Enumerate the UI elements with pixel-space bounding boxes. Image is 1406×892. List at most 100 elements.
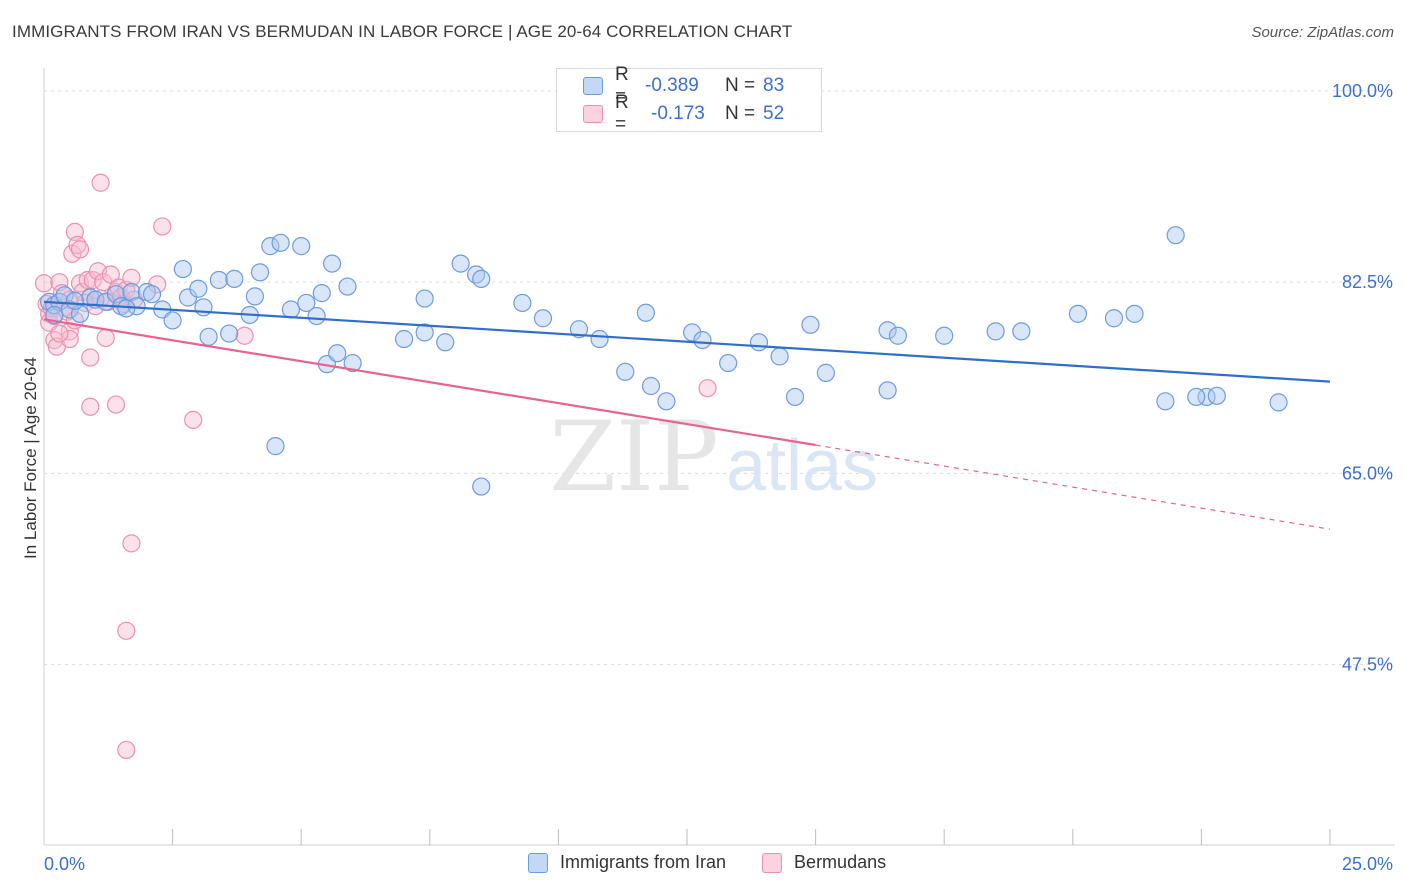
bermudan-point (81, 348, 100, 367)
iran-point (328, 344, 347, 363)
legend-row-bermudan: R = -0.173 N = 52 (583, 92, 785, 135)
bermudan-point (122, 268, 141, 287)
iran-point (261, 237, 280, 256)
bermudan-legend-label: Bermudans (794, 852, 887, 872)
y-axis-label: In Labor Force | Age 20-64 (21, 357, 40, 559)
bermudan-point (91, 173, 110, 192)
bermudan-trend-line (43, 318, 816, 447)
iran-point (194, 298, 213, 317)
iran-point (65, 291, 84, 310)
y-tick-label: 82.5% (1342, 272, 1393, 292)
iran-point (266, 437, 285, 456)
legend-row-iran: R = -0.389 N = 83 (583, 64, 785, 107)
bermudan-swatch (583, 105, 603, 123)
n-label: N = (725, 75, 756, 96)
trend-lines (43, 300, 1331, 530)
r-value: -0.389 (645, 75, 699, 96)
iran-point (683, 323, 702, 342)
iran-point (106, 285, 126, 304)
iran-point (415, 323, 434, 342)
iran-point (878, 381, 897, 400)
iran-point (1104, 309, 1124, 328)
y-tick-label: 47.5% (1342, 655, 1393, 675)
iran-legend-swatch (528, 852, 548, 873)
iran-point (209, 270, 228, 290)
iran-point (719, 353, 738, 373)
iran-point (292, 237, 311, 256)
iran-point (271, 233, 290, 252)
iran-trend-line (43, 300, 1331, 383)
iran-point (770, 347, 789, 366)
bermudan-point (60, 329, 79, 349)
axes (43, 68, 1395, 846)
bermudan-point (184, 410, 203, 429)
iran-point (220, 324, 239, 343)
iran-point (1187, 387, 1206, 407)
iran-point (312, 284, 331, 303)
bermudan-point (50, 324, 69, 343)
bermudan-legend-swatch (762, 852, 783, 873)
iran-point (1269, 393, 1288, 412)
correlation-legend: R = -0.389 N = 83 R = -0.173 N = 52 (556, 64, 822, 135)
iran-point (513, 293, 532, 313)
iran-point (343, 353, 362, 373)
iran-point (590, 329, 609, 349)
n-value: 52 (763, 103, 785, 124)
bermudan-point (81, 397, 100, 416)
iran-point (1156, 392, 1175, 411)
iran-point (245, 287, 265, 306)
source-label: Source: ZipAtlas.com (1251, 24, 1394, 41)
iran-point (785, 387, 805, 407)
watermark-atlas: atlas (726, 426, 878, 506)
bermudan-point (117, 621, 136, 640)
bermudan-point (70, 240, 90, 259)
bermudan-point (96, 328, 115, 348)
iran-point (1125, 304, 1144, 323)
iran-point (436, 333, 455, 352)
iran-point (173, 259, 192, 279)
watermark-zip: ZIP (549, 401, 718, 513)
iran-point (935, 326, 954, 345)
iran-point (250, 263, 270, 282)
iran-point (641, 376, 661, 396)
iran-point (816, 363, 835, 382)
iran-legend-label: Immigrants from Iran (560, 852, 727, 872)
r-value: -0.173 (651, 103, 705, 124)
iran-point (616, 362, 635, 381)
iran-point (225, 269, 244, 288)
bermudan-point (698, 379, 717, 398)
bermudan-point (235, 326, 254, 345)
iran-point (1207, 386, 1226, 405)
iran-point (569, 320, 589, 339)
iran-point (657, 392, 676, 411)
legend-item-iran: Immigrants from Iran (528, 852, 726, 873)
iran-point (636, 303, 655, 322)
iran-point (1068, 304, 1088, 323)
iran-point (322, 254, 342, 273)
iran-point (533, 309, 553, 328)
iran-point (1012, 322, 1031, 341)
tick-labels: 47.5% 65.0% 82.5% 100.0% 0.0% 25.0% (44, 81, 1393, 874)
iran-point (986, 322, 1005, 341)
iran-point (801, 315, 820, 334)
iran-point (472, 477, 491, 496)
bermudan-point (153, 217, 172, 236)
iran-point (451, 254, 470, 273)
iran-point (394, 329, 414, 349)
iran-point (888, 326, 908, 345)
chart-title: IMMIGRANTS FROM IRAN VS BERMUDAN IN LABO… (12, 22, 793, 41)
iran-point (338, 277, 357, 296)
iran-point (472, 269, 491, 288)
iran-point (163, 311, 182, 330)
legend-item-bermudan: Bermudans (762, 852, 886, 873)
iran-point (297, 293, 316, 313)
iran-point (199, 327, 218, 346)
watermark: ZIP atlas (549, 401, 878, 513)
n-value: 83 (763, 75, 785, 96)
iran-point (307, 306, 326, 326)
n-label: N = (725, 103, 756, 124)
iran-swatch (583, 77, 603, 95)
iran-point (122, 282, 141, 302)
x-tick-label-min: 0.0% (44, 854, 85, 874)
bermudan-point (148, 275, 167, 294)
